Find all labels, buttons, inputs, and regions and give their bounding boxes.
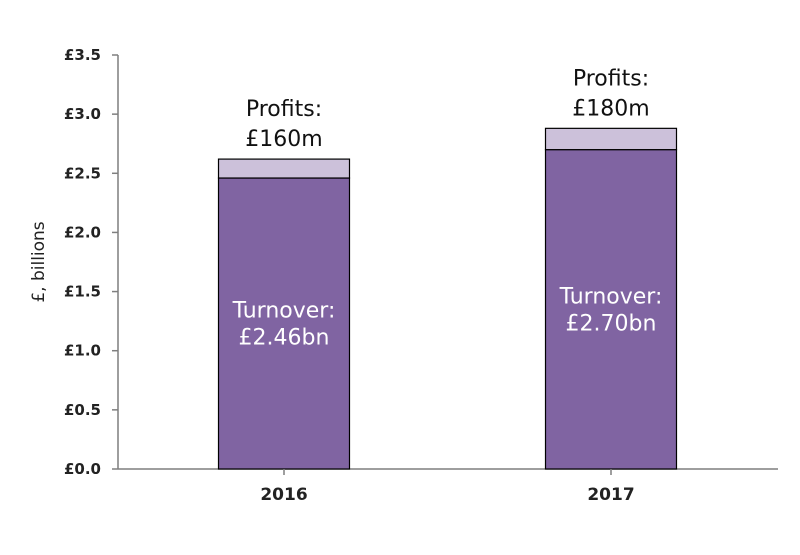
turnover-label-prefix: Turnover: (559, 284, 663, 309)
turnover-bar (544, 149, 678, 470)
y-tick-label: £1.5 (64, 283, 101, 301)
y-tick-label: £0.0 (64, 460, 101, 478)
y-tick-label: £3.0 (64, 105, 101, 123)
y-axis-label: £, billions (29, 221, 49, 302)
y-tick-label: £2.0 (64, 223, 101, 241)
y-tick-label: £1.0 (64, 342, 101, 360)
profits-label-prefix: Profits: (573, 66, 649, 91)
y-tick-label: £0.5 (64, 401, 101, 419)
y-tick-label: £3.5 (64, 46, 101, 64)
profits-data-label: £160m (245, 127, 322, 152)
turnover-label-prefix: Turnover: (232, 299, 336, 324)
profits-bar (544, 127, 678, 151)
x-tick-label: 2017 (587, 485, 634, 505)
profits-label-prefix: Profits: (246, 97, 322, 122)
turnover-data-label: £2.70bn (566, 311, 657, 336)
profits-data-label: £180m (572, 96, 649, 121)
x-tick-label: 2016 (260, 485, 307, 505)
turnover-data-label: £2.46bn (239, 326, 330, 351)
y-tick-label: £2.5 (64, 164, 101, 182)
profits-bar (217, 158, 351, 179)
